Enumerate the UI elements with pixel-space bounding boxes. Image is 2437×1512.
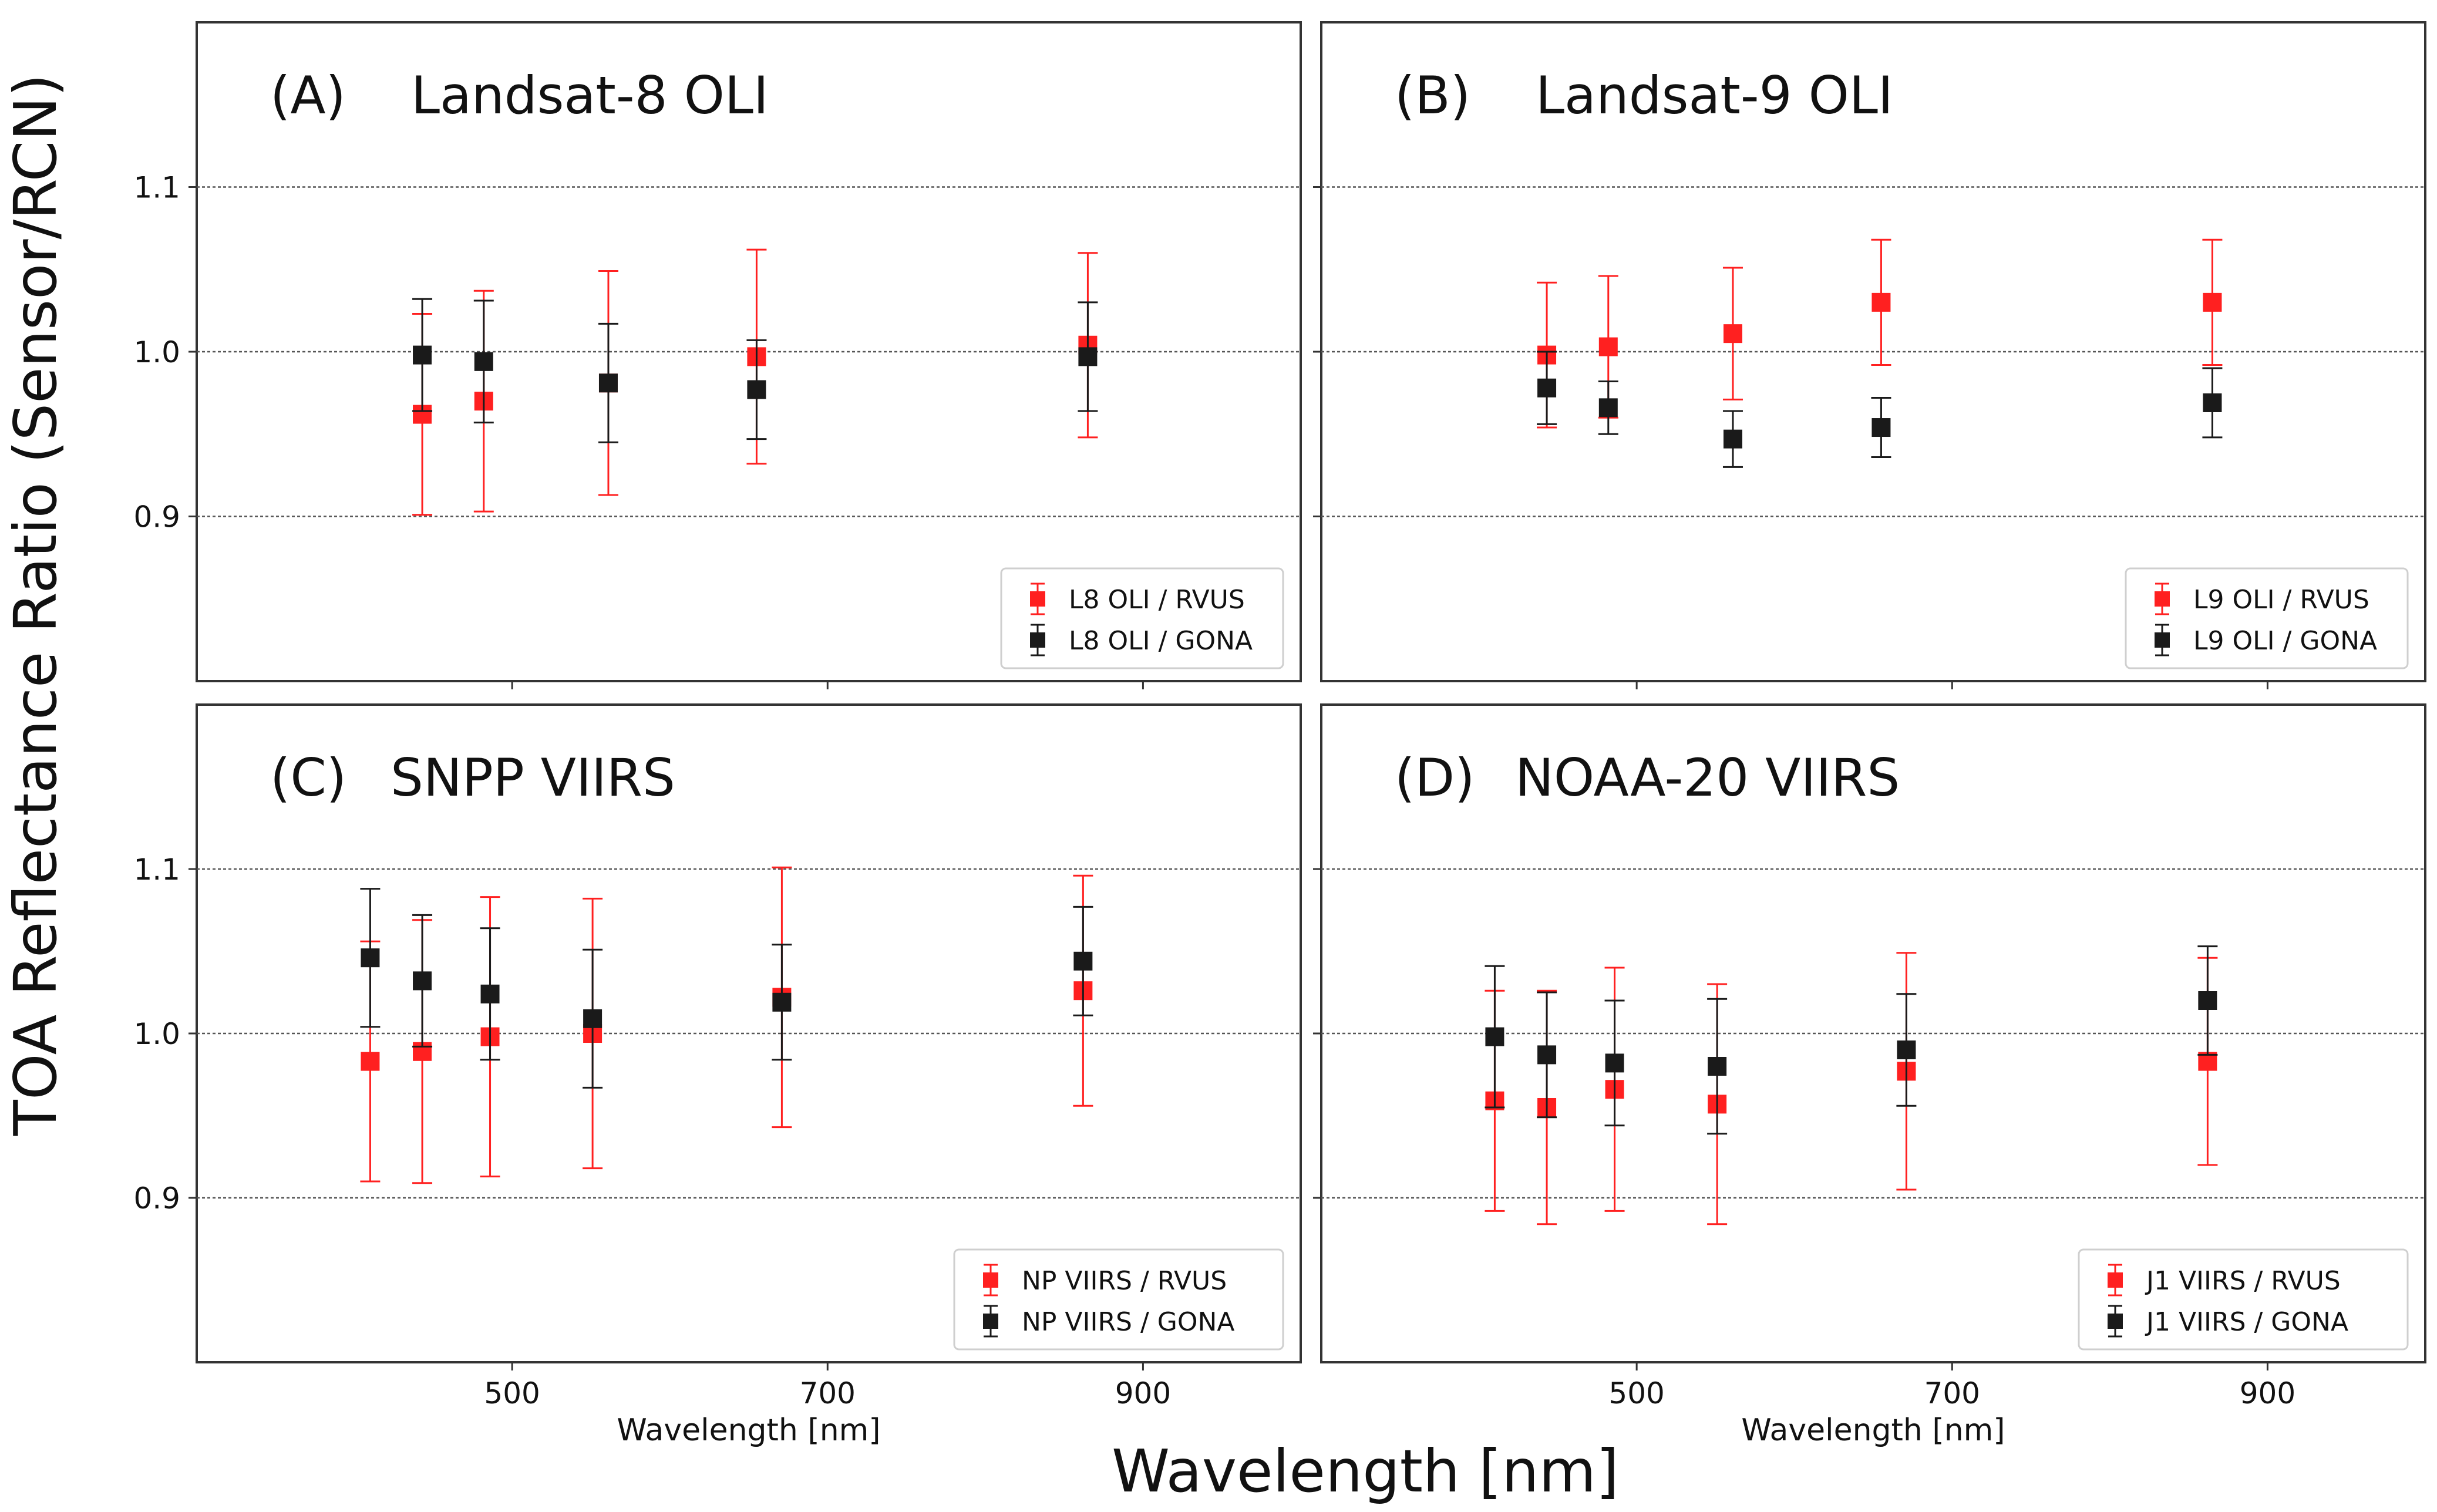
y-tick-label-1: 1.0 (133, 1017, 180, 1051)
data-point-s0-4 (2203, 292, 2222, 312)
data-point-s1-4 (1078, 347, 1098, 366)
data-point-s1-5 (2198, 991, 2217, 1010)
legend-label-1: L9 OLI / GONA (2193, 626, 2377, 656)
panel-title: Landsat-8 OLI (411, 65, 769, 126)
panel-a: 0.9 1.0 1.1 (A) Landsat-8 OLI L8 OLI / RVUS L8… (133, 21, 1302, 689)
y-tick-label-0: 0.9 (133, 1181, 180, 1215)
panel-b: (B) Landsat-9 OLI L9 OLI / RVUS L9 OLI / GO… (1313, 21, 2426, 689)
panel-title: SNPP VIIRS (391, 747, 675, 808)
legend-marker-0 (1030, 591, 1045, 607)
x-tick-label-1: 700 (1924, 1376, 1980, 1410)
x-tick-label-1: 700 (800, 1376, 856, 1410)
x-tick-label-2: 900 (1115, 1376, 1171, 1410)
legend-marker-1 (2108, 1314, 2123, 1329)
y-tick-label-2: 1.1 (133, 171, 180, 205)
data-point-s1-4 (2203, 393, 2222, 412)
legend-box (1000, 567, 1284, 669)
figure-ylabel: TOA Reflectance Ratio (Sensor/RCN) (1, 74, 70, 1137)
data-point-s1-2 (1723, 429, 1742, 449)
data-point-s1-2 (1605, 1053, 1624, 1073)
x-tick-label-0: 500 (1608, 1376, 1664, 1410)
data-point-s1-0 (361, 948, 380, 968)
legend-marker-0 (2155, 591, 2170, 607)
data-point-s1-0 (1485, 1027, 1504, 1046)
panel-xlabel: Wavelength [nm] (1741, 1413, 2005, 1448)
data-point-s1-2 (480, 984, 500, 1003)
y-tick-label-1: 1.0 (133, 335, 180, 369)
y-tick-label-0: 0.9 (133, 500, 180, 534)
panel-title: Landsat-9 OLI (1536, 65, 1893, 126)
data-point-s1-1 (474, 352, 493, 371)
panel-label: (C) (270, 747, 346, 808)
data-point-s0-3 (1871, 292, 1891, 312)
data-point-s1-3 (1871, 418, 1891, 437)
data-point-s1-0 (413, 345, 432, 365)
legend-box (2125, 567, 2409, 669)
data-point-s0-1 (1598, 337, 1618, 356)
data-point-s1-3 (583, 1009, 602, 1028)
figure-xlabel: Wavelength [nm] (1112, 1437, 1619, 1506)
data-point-s1-2 (598, 373, 618, 393)
panel-label: (B) (1395, 65, 1470, 126)
data-point-s1-3 (1708, 1057, 1727, 1076)
data-point-s1-1 (1598, 398, 1618, 417)
legend-label-1: J1 VIIRS / GONA (2145, 1307, 2348, 1337)
panel-xlabel: Wavelength [nm] (617, 1413, 880, 1448)
legend-marker-1 (983, 1314, 998, 1329)
data-point-s1-1 (1537, 1045, 1557, 1065)
legend-label-1: L8 OLI / GONA (1069, 626, 1253, 656)
panel-d: 500 700 900 Wavelength [nm] (D) NOAA-20 VIIRS… (1313, 703, 2426, 1448)
x-tick-label-0: 500 (484, 1376, 540, 1410)
data-point-s1-4 (1897, 1040, 1916, 1059)
data-point-s0-2 (1723, 324, 1742, 344)
panel-title: NOAA-20 VIIRS (1515, 747, 1900, 808)
legend-marker-1 (1030, 632, 1045, 648)
legend-label-1: NP VIIRS / GONA (1022, 1307, 1235, 1337)
legend-marker-1 (2155, 632, 2170, 648)
legend-marker-0 (983, 1272, 998, 1288)
panel-c: 0.9 1.0 1.1 500 700 900 Wavelength [nm] (C) SNPP… (133, 703, 1302, 1448)
data-point-s1-5 (1073, 951, 1093, 971)
legend-box (953, 1248, 1284, 1351)
legend-label-0: NP VIIRS / RVUS (1022, 1266, 1227, 1296)
legend-label-0: L8 OLI / RVUS (1069, 585, 1245, 615)
data-point-s1-0 (1537, 378, 1557, 398)
legend-label-0: L9 OLI / RVUS (2193, 585, 2369, 615)
data-point-s1-3 (747, 380, 766, 399)
legend-label-0: J1 VIIRS / RVUS (2145, 1266, 2341, 1296)
legend-marker-0 (2108, 1272, 2123, 1288)
y-tick-label-2: 1.1 (133, 853, 180, 887)
panel-label: (D) (1395, 747, 1475, 808)
data-point-s1-4 (772, 992, 792, 1012)
data-point-s0-0 (361, 1052, 380, 1071)
panel-label: (A) (270, 65, 346, 126)
data-point-s1-1 (413, 971, 432, 991)
x-tick-label-2: 900 (2240, 1376, 2295, 1410)
legend-box (2078, 1248, 2409, 1351)
